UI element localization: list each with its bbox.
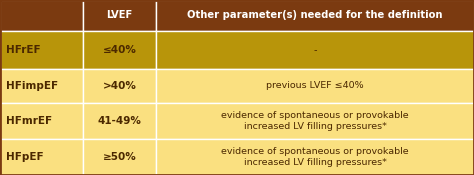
Bar [156,0,474,31]
Text: HFimpEF: HFimpEF [6,81,58,91]
Bar [83,69,156,103]
Bar [83,0,156,31]
Text: HFpEF: HFpEF [6,152,43,162]
Text: 41-49%: 41-49% [98,116,142,126]
Text: HFmrEF: HFmrEF [6,116,52,126]
Bar [83,139,156,175]
Text: evidence of spontaneous or provokable
increased LV filling pressures*: evidence of spontaneous or provokable in… [221,147,409,167]
Bar [83,31,156,69]
Text: Other parameter(s) needed for the definition: Other parameter(s) needed for the defini… [187,10,443,20]
Text: ≥50%: ≥50% [103,152,137,162]
Text: >40%: >40% [103,81,137,91]
Bar [0,103,83,139]
Text: -: - [313,45,317,55]
Bar [156,103,474,139]
Bar [156,139,474,175]
Text: ≤40%: ≤40% [103,45,137,55]
Text: HFrEF: HFrEF [6,45,40,55]
Bar [83,103,156,139]
Text: previous LVEF ≤40%: previous LVEF ≤40% [266,81,364,90]
Bar [0,31,83,69]
Bar [156,69,474,103]
Bar [156,31,474,69]
Bar [0,0,83,31]
Text: evidence of spontaneous or provokable
increased LV filling pressures*: evidence of spontaneous or provokable in… [221,111,409,131]
Bar [0,139,83,175]
Text: LVEF: LVEF [107,10,133,20]
Bar [0,69,83,103]
